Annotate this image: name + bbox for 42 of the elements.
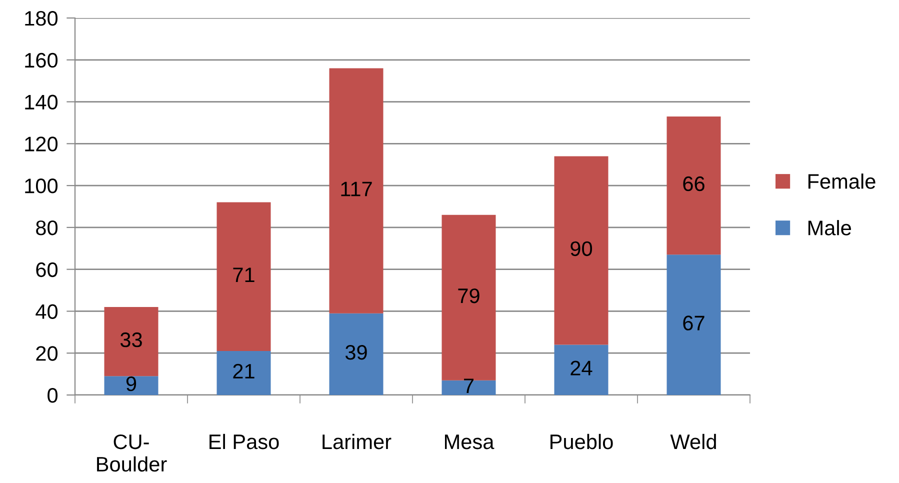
data-label: 24 xyxy=(570,360,592,376)
data-label: 90 xyxy=(570,241,592,256)
y-tick-label: 20 xyxy=(36,346,58,361)
bar xyxy=(442,214,496,380)
bar xyxy=(104,307,158,376)
x-tick-label: Weld xyxy=(670,434,716,450)
x-tick-label: Mesa xyxy=(444,434,494,450)
bar xyxy=(329,68,384,314)
y-tick-label: 40 xyxy=(36,304,58,319)
y-tick-label: 140 xyxy=(25,94,58,110)
y-tick-label: 60 xyxy=(36,262,58,278)
bar xyxy=(216,351,271,395)
data-label: 39 xyxy=(345,345,367,360)
y-tick-label: 80 xyxy=(36,220,58,236)
data-label: 67 xyxy=(683,316,704,330)
y-tick-label: 160 xyxy=(25,52,58,68)
y-tick-label: 100 xyxy=(25,178,58,194)
legend-label: Female xyxy=(808,174,876,189)
data-label: 21 xyxy=(233,364,254,378)
y-tick-label: 120 xyxy=(25,136,58,152)
bar xyxy=(104,376,158,395)
x-tick-label: Pueblo xyxy=(550,434,613,450)
data-label: 79 xyxy=(458,288,480,304)
bar xyxy=(554,156,608,345)
bar xyxy=(442,380,496,395)
legend-label: Male xyxy=(808,220,851,236)
bar xyxy=(329,313,384,395)
data-label: 117 xyxy=(341,182,372,196)
data-label: 33 xyxy=(120,332,142,348)
bar xyxy=(216,202,271,352)
data-label: 9 xyxy=(126,376,136,392)
x-tick-label: CU-Boulder xyxy=(97,434,167,472)
bar xyxy=(666,254,721,395)
y-tick-label: 0 xyxy=(48,388,58,403)
data-label: 7 xyxy=(464,378,474,394)
y-tick-label: 180 xyxy=(25,11,58,26)
bar xyxy=(666,116,721,255)
data-label: 66 xyxy=(683,176,704,192)
x-tick-label: Larimer xyxy=(322,434,392,450)
bar xyxy=(554,344,608,395)
x-tick-label: El Paso xyxy=(210,434,279,450)
data-label: 71 xyxy=(233,268,254,282)
